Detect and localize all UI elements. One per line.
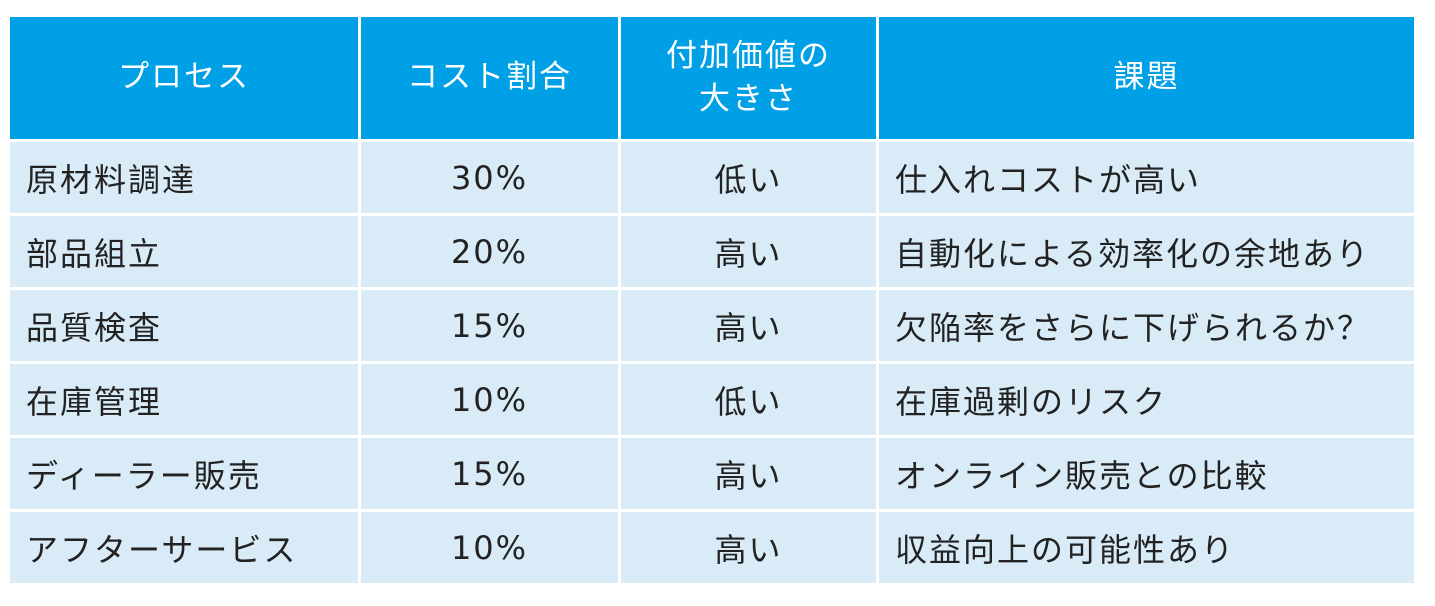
cell-process: 在庫管理 bbox=[10, 364, 358, 435]
table-row: 品質検査 15% 高い 欠陥率をさらに下げられるか？ bbox=[10, 290, 1414, 361]
header-added-value-line1: 付加価値の bbox=[666, 37, 831, 74]
table-row: 部品組立 20% 高い 自動化による効率化の余地あり bbox=[10, 216, 1414, 287]
cell-process: 品質検査 bbox=[10, 290, 358, 361]
table-row: ディーラー販売 15% 高い オンライン販売との比較 bbox=[10, 438, 1414, 509]
cell-issue: オンライン販売との比較 bbox=[879, 438, 1414, 509]
table-header-row: プロセス コスト割合 付加価値の 大きさ 課題 bbox=[10, 17, 1414, 139]
cell-added-value: 高い bbox=[621, 512, 876, 583]
header-added-value: 付加価値の 大きさ bbox=[621, 17, 876, 139]
cell-cost-ratio: 30% bbox=[361, 142, 618, 213]
cell-cost-ratio: 15% bbox=[361, 290, 618, 361]
cell-added-value: 低い bbox=[621, 142, 876, 213]
cell-added-value: 高い bbox=[621, 216, 876, 287]
cell-process: ディーラー販売 bbox=[10, 438, 358, 509]
cell-issue: 欠陥率をさらに下げられるか？ bbox=[879, 290, 1414, 361]
cell-issue: 自動化による効率化の余地あり bbox=[879, 216, 1414, 287]
cell-cost-ratio: 10% bbox=[361, 364, 618, 435]
header-added-value-line2: 大きさ bbox=[699, 81, 798, 117]
cell-issue: 在庫過剰のリスク bbox=[879, 364, 1414, 435]
cell-process: 部品組立 bbox=[10, 216, 358, 287]
header-process: プロセス bbox=[10, 17, 358, 139]
cell-process: 原材料調達 bbox=[10, 142, 358, 213]
cell-cost-ratio: 20% bbox=[361, 216, 618, 287]
cell-process: アフターサービス bbox=[10, 512, 358, 583]
cell-cost-ratio: 10% bbox=[361, 512, 618, 583]
value-chain-table-container: プロセス コスト割合 付加価値の 大きさ 課題 原材料調達 30% 低い 仕入れ… bbox=[10, 17, 1417, 583]
cell-added-value: 高い bbox=[621, 438, 876, 509]
header-cost-ratio: コスト割合 bbox=[361, 17, 618, 139]
table-row: 在庫管理 10% 低い 在庫過剰のリスク bbox=[10, 364, 1414, 435]
cell-added-value: 低い bbox=[621, 364, 876, 435]
value-chain-table: プロセス コスト割合 付加価値の 大きさ 課題 原材料調達 30% 低い 仕入れ… bbox=[7, 14, 1417, 586]
cell-added-value: 高い bbox=[621, 290, 876, 361]
cell-cost-ratio: 15% bbox=[361, 438, 618, 509]
table-row: 原材料調達 30% 低い 仕入れコストが高い bbox=[10, 142, 1414, 213]
cell-issue: 収益向上の可能性あり bbox=[879, 512, 1414, 583]
table-row: アフターサービス 10% 高い 収益向上の可能性あり bbox=[10, 512, 1414, 583]
header-issues: 課題 bbox=[879, 17, 1414, 139]
cell-issue: 仕入れコストが高い bbox=[879, 142, 1414, 213]
